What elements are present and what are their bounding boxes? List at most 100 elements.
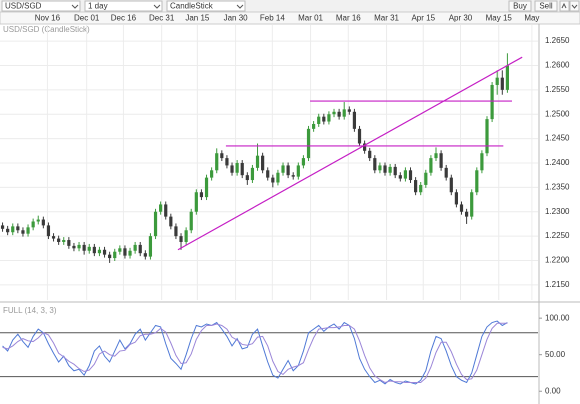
candle-body	[138, 244, 142, 254]
candle-body	[296, 165, 300, 177]
candle-body	[337, 111, 341, 117]
candle-body	[118, 248, 122, 252]
x-tick-label: May 15	[486, 14, 513, 23]
y-tick-label: 1.2400	[545, 158, 570, 167]
y-tick-label: 1.2150	[545, 280, 570, 289]
candle-body	[250, 167, 255, 181]
candle-body	[41, 219, 45, 226]
candle-body	[465, 211, 469, 217]
x-tick-label: Apr 15	[411, 14, 435, 23]
candle-body	[57, 238, 61, 242]
candle-body	[230, 165, 234, 173]
candle-body	[128, 250, 132, 256]
candle-body	[77, 244, 81, 249]
candle-body	[235, 162, 239, 173]
candle-body	[164, 204, 168, 217]
candle-body	[301, 158, 306, 166]
candle-body	[373, 158, 377, 171]
indicator-title: FULL (14, 3, 3)	[3, 306, 57, 315]
candle-body	[194, 192, 198, 212]
candle-body	[291, 175, 295, 177]
candle-body	[403, 170, 408, 179]
candle-body	[255, 155, 260, 168]
menu-button[interactable]	[569, 0, 580, 12]
candle-body	[225, 158, 229, 166]
candle-body	[327, 114, 331, 122]
candle-body	[332, 111, 336, 115]
candle-body	[174, 226, 178, 237]
y-tick-label: 1.2450	[545, 134, 570, 143]
y-tick-label: 1.2250	[545, 231, 570, 240]
candle-body	[51, 236, 56, 239]
toolbar: USD/SGD 1 day CandleStick Buy Sell	[0, 0, 580, 12]
y-tick-label: 1.2300	[545, 207, 570, 216]
candle-body	[62, 240, 66, 242]
candle-body	[108, 254, 112, 259]
candle-body	[133, 244, 137, 251]
candle-body	[72, 245, 76, 249]
candle-body	[368, 150, 372, 159]
trend-line	[177, 56, 523, 251]
candle-body	[393, 166, 397, 176]
candle-body	[189, 211, 193, 231]
candle-body	[419, 184, 423, 193]
sell-button[interactable]	[534, 0, 558, 12]
candle-body	[143, 253, 147, 257]
buy-button[interactable]	[508, 0, 532, 12]
y-tick-label: 1.2350	[545, 182, 570, 191]
candle-body	[0, 225, 5, 229]
x-tick-label: Mar 01	[298, 14, 323, 23]
candle-body	[179, 236, 183, 242]
y-tick-label: 1.2550	[545, 85, 570, 94]
candle-body	[220, 153, 224, 159]
x-tick-label: Jan 30	[224, 14, 249, 23]
candle-body	[429, 158, 433, 173]
candle-body	[414, 180, 418, 193]
candle-body	[148, 236, 153, 257]
chart-type-text: CandleStick	[170, 2, 214, 11]
candle-body	[408, 170, 413, 181]
x-tick-label: Apr 30	[449, 14, 473, 23]
candle-body	[388, 166, 392, 173]
chart-type-select[interactable]	[166, 0, 246, 12]
interval-select[interactable]	[84, 0, 163, 12]
candle-body	[159, 204, 163, 212]
x-tick-label: Dec 01	[74, 14, 100, 23]
candle-body	[87, 246, 91, 251]
candle-body	[490, 84, 494, 120]
indicator-line	[2, 322, 508, 383]
candle-body	[439, 153, 443, 168]
dropdown-arrow	[71, 4, 79, 9]
x-tick-label: Nov 16	[35, 14, 61, 23]
interval-text: 1 day	[88, 2, 108, 11]
candle-body	[11, 226, 15, 233]
candle-body	[46, 225, 51, 237]
time-axis-bar	[0, 11, 580, 25]
candle-body	[245, 175, 249, 181]
candle-body	[210, 170, 214, 178]
candle-body	[26, 227, 30, 234]
candle-body	[459, 204, 464, 212]
candle-body	[424, 172, 428, 185]
x-tick-label: Dec 31	[149, 14, 175, 23]
candle-body	[347, 109, 351, 112]
buy-label: Buy	[513, 2, 527, 11]
candle-body	[495, 77, 499, 85]
candle-body	[383, 165, 387, 173]
candle-body	[21, 230, 25, 234]
candle-body	[215, 153, 219, 171]
candle-body	[204, 177, 209, 198]
symbol-select[interactable]	[1, 0, 81, 12]
x-tick-label: May	[524, 14, 539, 23]
candle-body	[454, 192, 459, 205]
candle-body	[169, 216, 173, 227]
candle-body	[240, 162, 244, 176]
candle-body	[261, 155, 265, 171]
candle-body	[449, 177, 453, 193]
x-tick-label: Mar 16	[336, 14, 361, 23]
candle-body	[16, 226, 20, 231]
candle-body	[444, 167, 448, 178]
candle-body	[123, 248, 127, 256]
